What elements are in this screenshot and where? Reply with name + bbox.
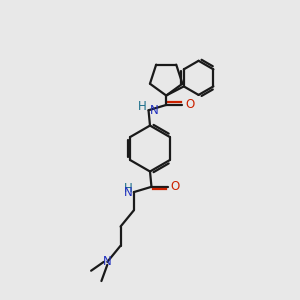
Text: N: N (103, 255, 112, 268)
Text: H: H (124, 182, 132, 195)
Text: N: N (150, 104, 159, 117)
Text: O: O (185, 98, 195, 111)
Text: H: H (138, 100, 147, 113)
Text: N: N (124, 186, 132, 199)
Text: O: O (171, 180, 180, 193)
